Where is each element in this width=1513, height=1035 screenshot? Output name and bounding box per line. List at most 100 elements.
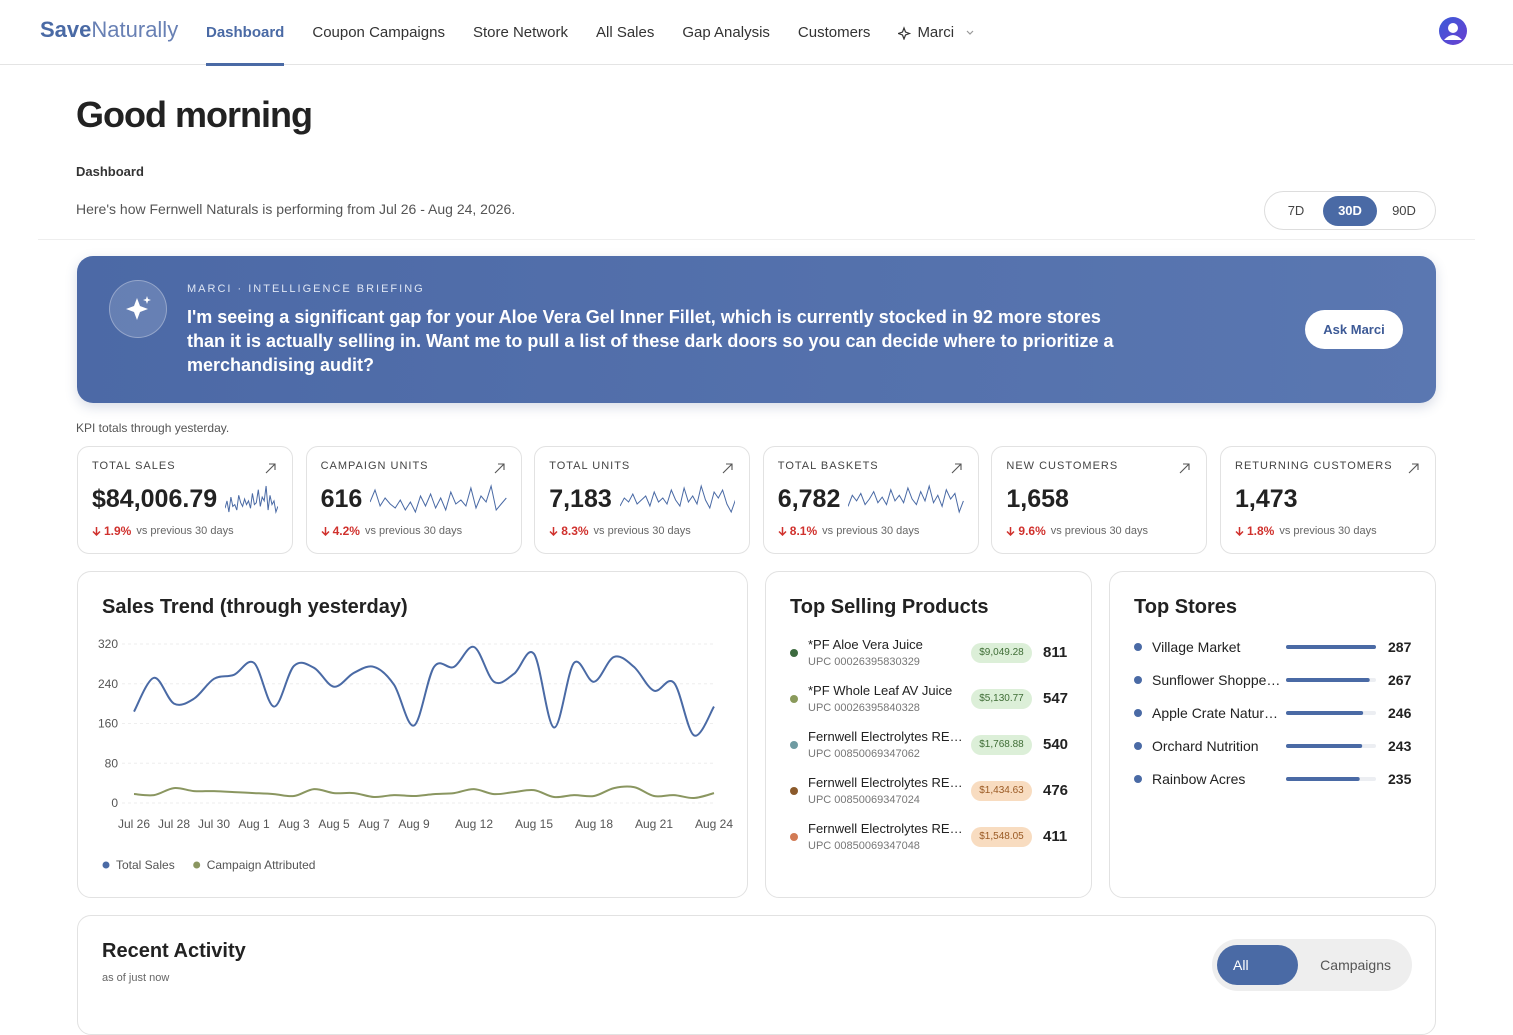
arrow-icon [1408,463,1419,474]
brand[interactable]: SaveNaturally [40,17,178,43]
range-button[interactable]: 90D [1392,202,1416,218]
tab[interactable]: All Sales [1217,945,1299,1013]
store-name: Sunflower Shoppe… [1152,672,1280,688]
product-units: 476 [1043,782,1069,799]
kpi-change: 4.2% vs previous 30 days [321,524,463,538]
store-value: 235 [1388,771,1412,787]
product-units: 411 [1043,828,1068,845]
store-dot [1134,643,1142,651]
legend-label: Total Sales [116,858,175,872]
kpi-value: 1,473 [1235,484,1298,513]
range-button[interactable]: 7D [1287,202,1305,218]
kpi-label: CAMPAIGN UNITS [320,460,429,472]
kpi-row: 1,658 [1006,483,1192,515]
store-name: Orchard Nutrition [1152,738,1259,754]
kpi-card[interactable]: CAMPAIGN UNITS 616 4.2% vs previous 30 days [305,446,522,554]
arrow [722,463,733,474]
nav-item[interactable]: Dashboard [206,0,285,66]
kpi-card[interactable]: NEW CUSTOMERS 1,658 9.6% vs previous 30 day… [991,446,1208,554]
nav-label: Dashboard [206,24,285,41]
nav-item[interactable]: Marci [898,0,975,65]
nav-item[interactable]: Store Network [473,0,568,65]
store-bar [1286,711,1364,715]
x-tick-label: Aug 5 [318,817,350,831]
avatar[interactable] [1438,16,1468,46]
product-name: *PF Aloe Vera Juice [808,637,923,652]
kpi-card[interactable]: TOTAL UNITS 7,183 8.3% vs previous 30 days [534,446,751,554]
product-dot [790,649,798,657]
brand-bold: Save [40,17,92,42]
store-value: 246 [1388,705,1412,721]
briefing-icon [109,280,167,338]
top-nav: SaveNaturally Dashboard Coupon Campaigns S… [0,0,1513,66]
store-name: Apple Crate Natur… [1152,705,1278,721]
nav-item[interactable]: Customers [798,0,871,65]
description: Here's how Fernwell Naturals is performi… [76,201,516,217]
product-units: 547 [1043,690,1069,707]
kpi-row: 6,782 [778,483,964,515]
range-selector: 7D 30D 90D [1264,191,1436,230]
sparkline [848,484,964,514]
store-value: 267 [1388,672,1412,688]
sparkline [619,484,736,514]
down [321,527,330,536]
x-tick-label: Jul 26 [118,817,150,831]
arrow-icon [265,463,276,474]
change-comparison: vs previous 30 days [822,525,920,537]
legend-label: Campaign Attributed [207,858,316,872]
sales-trend-card: Sales Trend (through yesterday) 0 80 160 24… [77,571,748,898]
down [1006,527,1015,536]
down-arrow [778,527,787,536]
product-name: Fernwell Electrolytes RE… [808,729,963,744]
range-button[interactable]: 30D [1323,195,1377,226]
chevron [966,30,974,35]
y-tick-label: 320 [98,637,118,651]
nav-label: Coupon Campaigns [312,24,445,41]
arrow-icon [951,463,962,474]
down-arrow [549,527,558,536]
kpi-card[interactable]: RETURNING CUSTOMERS 1,473 1.8% vs previous … [1220,446,1436,554]
down [549,527,558,536]
kpi-card[interactable]: TOTAL SALES $84,006.79 1.9% vs previous 30 … [77,446,293,554]
nav-item[interactable]: Coupon Campaigns [312,0,445,65]
kpi-row: $84,006.79 [92,483,278,515]
store-dot [1134,775,1142,783]
arrow [494,463,505,474]
card-title: Recent Activity [102,940,246,962]
kpi-card[interactable]: TOTAL BASKETS 6,782 8.1% vs previous 30 day… [762,446,979,554]
store-value: 243 [1388,738,1412,754]
kpi-row: 7,183 [549,483,736,515]
product-name: Fernwell Electrolytes RE… [808,775,963,790]
change-comparison: vs previous 30 days [593,525,691,537]
chevron-path [966,30,974,35]
product-upc: UPC 00026395840328 [808,702,920,714]
revenue-badge: $5,130.77 [971,689,1032,709]
y-tick-label: 160 [98,717,118,731]
change-comparison: vs previous 30 days [364,525,463,537]
tabs: All Sales Campaigns [1212,939,1412,1013]
x-tick-label: Aug 1 [238,817,270,831]
x-tick-label: Aug 18 [575,817,613,831]
ask-button[interactable]: Ask Marci [1305,310,1403,349]
nav-item[interactable]: Gap Analysis [682,0,770,65]
store-bar [1286,744,1363,748]
nav-item[interactable]: All Sales [596,0,654,65]
store-name: Village Market [1152,639,1241,655]
kpi-change: 8.3% vs previous 30 days [549,524,691,538]
top-stores-card: Top Stores Village Market 287 Sunflower Sh… [1109,571,1436,898]
store-dot [1134,676,1142,684]
revenue-badge: $9,049.28 [971,643,1032,663]
card-title: Sales Trend (through yesterday) [102,596,408,618]
kpi-value: 616 [320,484,363,513]
nav-label: All Sales [596,24,655,41]
change-comparison: vs previous 30 days [136,525,234,537]
change-comparison: vs previous 30 days [1279,525,1377,537]
arrow-icon [1180,463,1190,474]
sparkline [225,485,278,514]
card-title: Top Selling Products [790,596,989,618]
tab[interactable]: Campaigns [1320,957,1391,973]
sparkle-icon [898,25,912,40]
down [1235,527,1244,536]
